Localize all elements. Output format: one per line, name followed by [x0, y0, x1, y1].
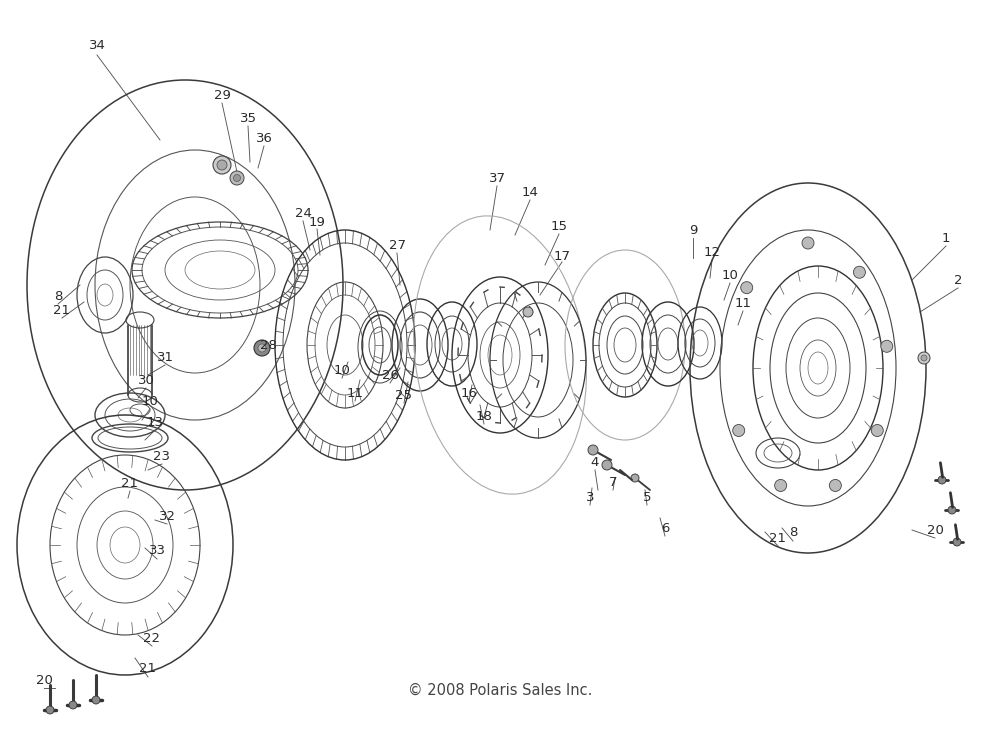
Circle shape: [921, 355, 927, 361]
Circle shape: [213, 156, 231, 174]
Circle shape: [918, 352, 930, 364]
Circle shape: [230, 171, 244, 185]
Text: 14: 14: [522, 185, 538, 198]
Circle shape: [881, 340, 893, 352]
Circle shape: [938, 476, 946, 484]
Circle shape: [523, 307, 533, 317]
Circle shape: [602, 460, 612, 470]
Circle shape: [217, 160, 227, 170]
Circle shape: [254, 340, 270, 356]
Text: 3: 3: [586, 490, 594, 503]
Circle shape: [948, 506, 956, 514]
Text: 6: 6: [661, 522, 669, 534]
Circle shape: [802, 237, 814, 249]
Text: 35: 35: [240, 112, 256, 124]
Text: 33: 33: [148, 545, 166, 558]
Text: 21: 21: [770, 531, 786, 545]
Circle shape: [69, 701, 77, 709]
Circle shape: [733, 425, 745, 437]
Text: 10: 10: [722, 268, 738, 282]
Text: 34: 34: [89, 38, 105, 51]
Text: 29: 29: [214, 88, 230, 101]
Text: 23: 23: [154, 450, 170, 462]
Circle shape: [853, 266, 865, 279]
Text: 32: 32: [158, 509, 176, 523]
Circle shape: [92, 696, 100, 704]
Text: 1: 1: [942, 232, 950, 245]
Text: 7: 7: [609, 476, 617, 489]
Circle shape: [234, 174, 240, 182]
Text: 22: 22: [144, 631, 160, 645]
Text: 12: 12: [704, 245, 720, 259]
Text: 10: 10: [142, 395, 158, 407]
Text: 16: 16: [461, 387, 477, 400]
Text: 8: 8: [789, 526, 797, 539]
Circle shape: [741, 282, 753, 294]
Circle shape: [631, 474, 639, 482]
Text: 20: 20: [36, 673, 52, 686]
Text: 17: 17: [554, 249, 570, 262]
Text: 28: 28: [260, 339, 276, 351]
Text: 27: 27: [388, 238, 406, 251]
Text: 36: 36: [256, 132, 272, 145]
Text: 4: 4: [591, 456, 599, 468]
Text: 19: 19: [309, 215, 325, 229]
Text: 15: 15: [550, 220, 568, 232]
Circle shape: [775, 479, 787, 492]
Text: 30: 30: [138, 373, 154, 387]
Text: 25: 25: [396, 389, 413, 401]
Text: 21: 21: [122, 476, 138, 490]
Text: 11: 11: [734, 296, 752, 309]
Text: 11: 11: [347, 387, 364, 400]
Circle shape: [588, 445, 598, 455]
Text: 24: 24: [295, 207, 311, 220]
Circle shape: [258, 344, 266, 352]
Text: 2: 2: [954, 273, 962, 287]
Text: 21: 21: [54, 304, 70, 317]
Text: 13: 13: [146, 415, 164, 429]
Text: © 2008 Polaris Sales Inc.: © 2008 Polaris Sales Inc.: [408, 683, 592, 698]
Text: 5: 5: [643, 490, 651, 503]
Text: 37: 37: [488, 171, 506, 184]
Circle shape: [871, 425, 883, 437]
Text: 31: 31: [156, 351, 174, 364]
Text: 20: 20: [927, 523, 943, 537]
Text: 18: 18: [476, 409, 492, 423]
Text: 9: 9: [689, 223, 697, 237]
Circle shape: [953, 538, 961, 546]
Circle shape: [829, 479, 841, 492]
Text: 8: 8: [54, 290, 62, 303]
Text: 26: 26: [382, 368, 398, 381]
Text: 21: 21: [140, 662, 156, 675]
Circle shape: [46, 706, 54, 714]
Text: 10: 10: [334, 364, 350, 376]
